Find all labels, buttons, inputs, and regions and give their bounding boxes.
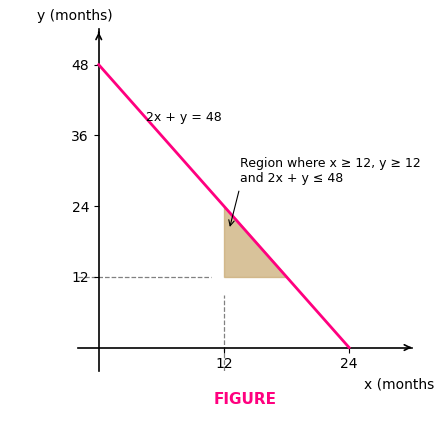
X-axis label: x (months): x (months) <box>364 378 434 392</box>
Y-axis label: y (months): y (months) <box>37 8 112 23</box>
Text: Region where x ≥ 12, y ≥ 12
and 2x + y ≤ 48: Region where x ≥ 12, y ≥ 12 and 2x + y ≤… <box>240 157 420 185</box>
Title: FIGURE: FIGURE <box>213 392 276 407</box>
Polygon shape <box>224 206 286 277</box>
Text: 2x + y = 48: 2x + y = 48 <box>146 111 221 124</box>
